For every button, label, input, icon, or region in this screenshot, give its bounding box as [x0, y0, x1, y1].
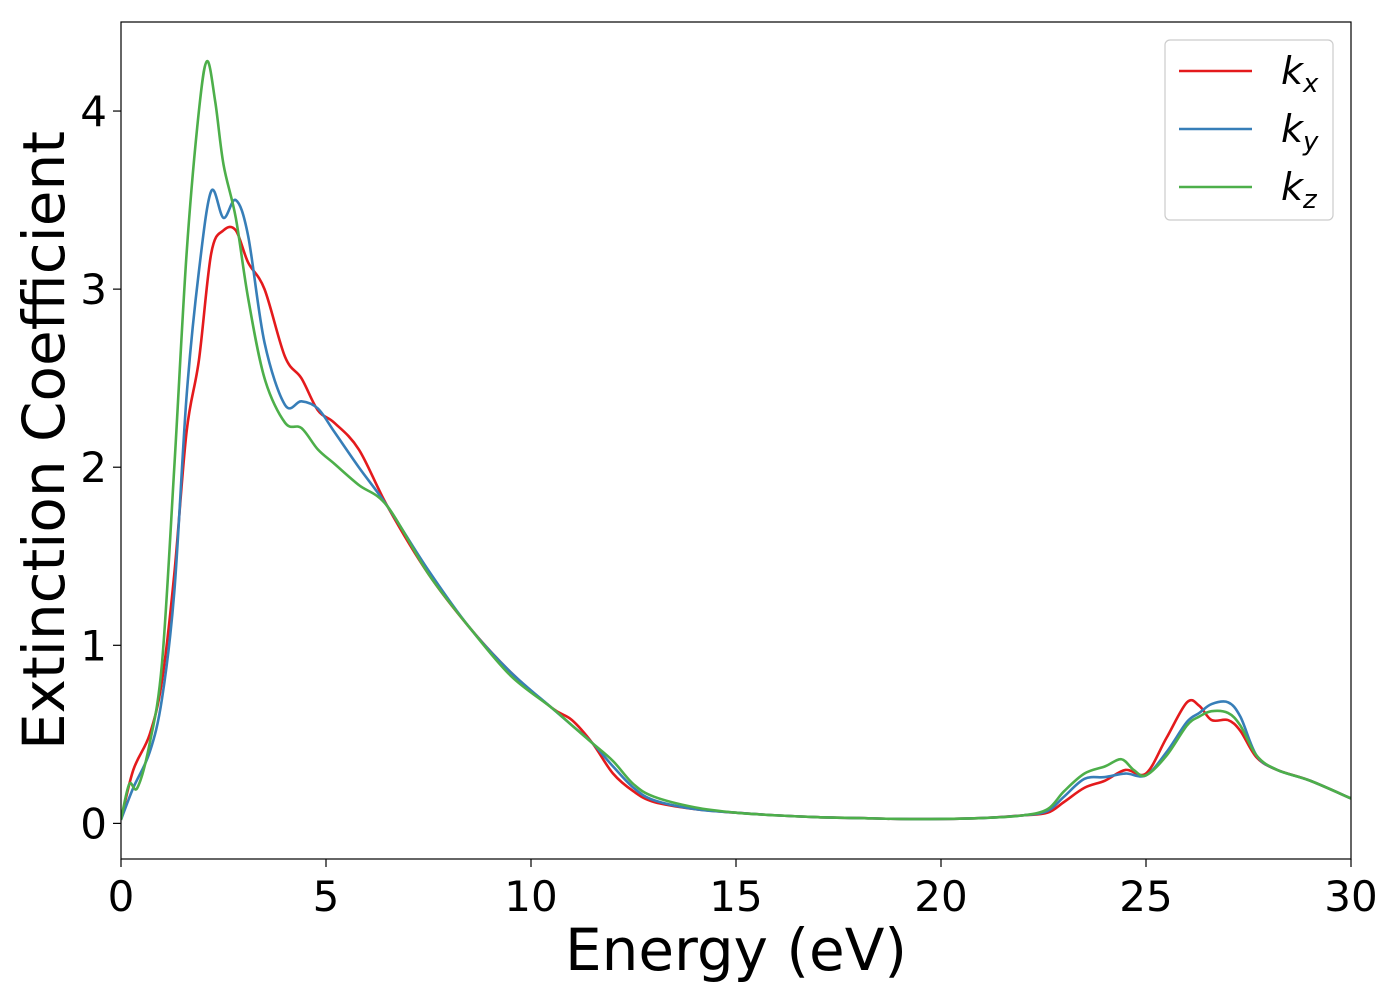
series-line-z: [121, 59, 1351, 821]
y-tick-label: 4: [80, 87, 107, 136]
series-line-y: [121, 188, 1351, 821]
y-tick-label: 0: [80, 799, 107, 848]
y-tick-label: 1: [80, 621, 107, 670]
x-tick-label: 0: [108, 872, 135, 921]
x-axis-label: Energy (eV): [565, 916, 907, 984]
axis-ticks: 0 5 10 15 20 25 30 0 1 2 3 4: [80, 87, 1377, 921]
y-tick-label: 2: [80, 443, 107, 492]
x-tick-label: 5: [313, 872, 340, 921]
legend-entry-z: kz: [1281, 165, 1318, 215]
y-tick-label: 3: [80, 265, 107, 314]
legend-entry-y: ky: [1281, 107, 1319, 157]
x-tick-label: 10: [504, 872, 557, 921]
legend: kx ky kz: [1164, 39, 1334, 221]
x-tick-label: 30: [1324, 872, 1377, 921]
y-axis-label: Extinction Coefficient: [10, 131, 78, 750]
x-tick-label: 20: [914, 872, 967, 921]
series-lines: [121, 59, 1351, 821]
legend-entry-x: kx: [1281, 49, 1319, 99]
series-line-x: [121, 225, 1351, 821]
x-tick-label: 25: [1119, 872, 1172, 921]
x-tick-label: 15: [709, 872, 762, 921]
